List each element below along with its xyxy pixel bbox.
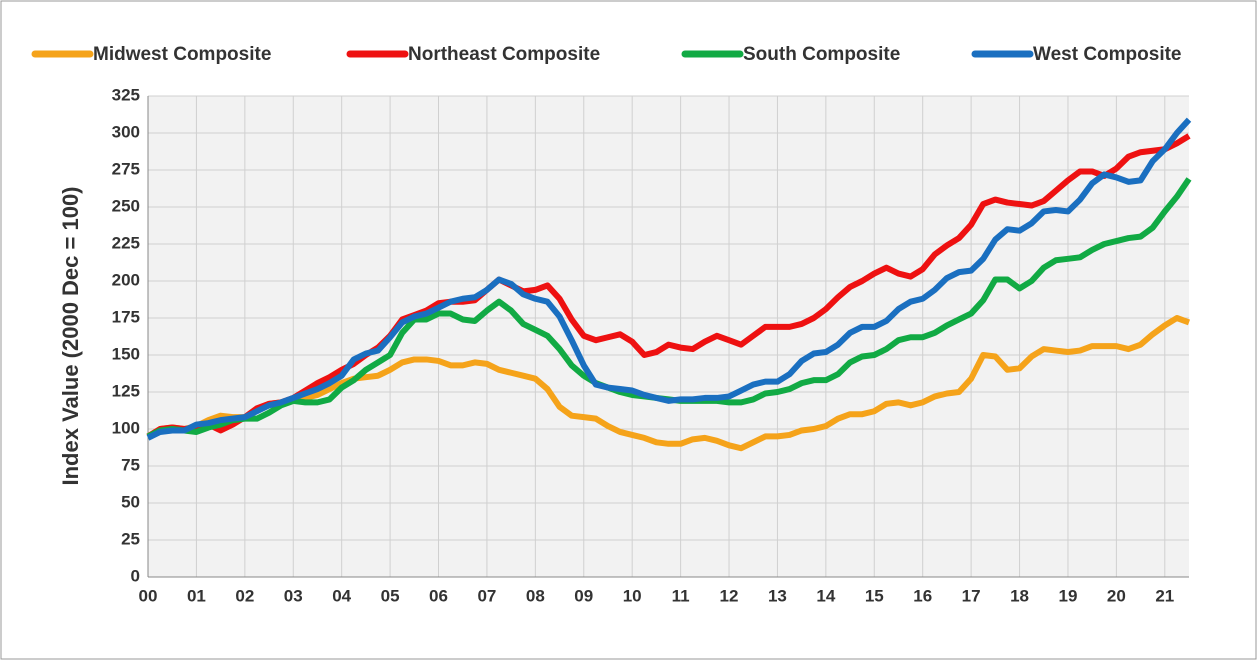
y-tick-label: 100 [112,418,140,437]
series-line [146,133,1191,439]
legend-label: West Composite [1033,44,1182,65]
y-tick-label: 75 [121,455,140,474]
y-tick-label: 0 [131,566,140,585]
x-tick-label: 01 [187,586,206,605]
x-tick-label: 19 [1058,586,1077,605]
x-tick-label: 13 [768,586,787,605]
x-tick-label: 03 [284,586,303,605]
x-tick-label: 15 [865,586,884,605]
y-axis-label: Index Value (2000 Dec = 100) [58,186,83,485]
x-tick-label: 07 [477,586,496,605]
series-line [146,117,1192,441]
y-tick-label: 175 [112,307,140,326]
x-tick-label: 06 [429,586,448,605]
x-tick-label: 09 [574,586,593,605]
x-tick-label: 12 [720,586,739,605]
y-tick-label: 275 [112,159,140,178]
x-tick-label: 18 [1010,586,1029,605]
x-tick-label: 20 [1107,586,1126,605]
y-tick-label: 300 [112,122,140,141]
y-tick-label: 125 [112,381,140,400]
x-tick-label: 02 [235,586,254,605]
x-tick-label: 04 [332,586,351,605]
y-tick-label: 225 [112,233,140,252]
y-tick-label: 200 [112,270,140,289]
x-tick-label: 10 [623,586,642,605]
legend-label: Northeast Composite [408,44,600,65]
x-tick-label: 21 [1155,586,1174,605]
y-tick-label: 150 [112,344,140,363]
x-tick-label: 08 [526,586,545,605]
series-line [146,315,1191,452]
x-tick-label: 17 [962,586,981,605]
y-tick-label: 250 [112,196,140,215]
x-tick-label: 14 [816,586,835,605]
legend-label: Midwest Composite [93,44,271,65]
legend: Midwest Composite Northeast Composite Sout… [31,44,1182,65]
x-tick-label: 11 [672,586,690,605]
y-tick-label: 25 [121,529,140,548]
plot-area [148,96,1189,577]
x-tick-label: 16 [913,586,932,605]
x-tick-label: 05 [381,586,400,605]
x-tick-label: 00 [139,586,158,605]
legend-label: South Composite [743,44,900,65]
y-tick-label: 325 [112,85,140,104]
y-tick-label: 50 [121,492,140,511]
